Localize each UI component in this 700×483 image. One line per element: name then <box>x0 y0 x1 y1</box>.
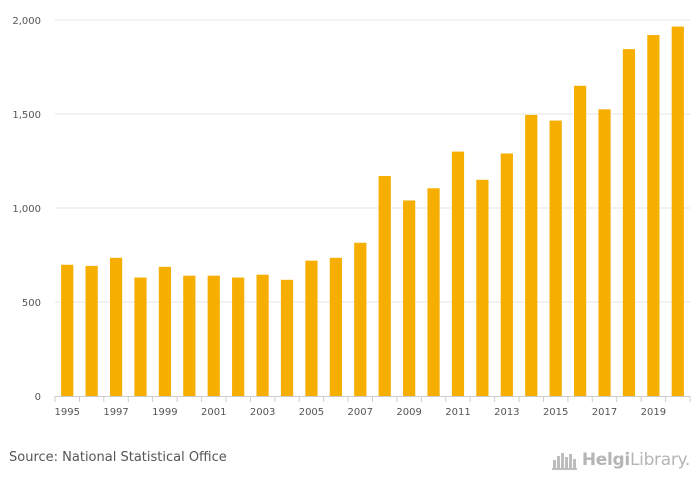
bar <box>598 109 611 397</box>
x-tick-label: 2001 <box>201 407 226 418</box>
bar <box>378 176 391 396</box>
helgi-library-logo[interactable]: HelgiLibrary. <box>551 448 690 472</box>
y-tick-label: 500 <box>22 298 41 309</box>
bar <box>207 275 220 396</box>
bar <box>354 242 367 396</box>
x-tick-label: 2007 <box>348 407 373 418</box>
bar <box>403 200 416 396</box>
bar <box>451 151 465 396</box>
x-tick-label: 2009 <box>396 407 421 418</box>
x-tick-label: 1997 <box>103 407 128 418</box>
bar <box>183 275 196 396</box>
y-tick-label: 1,000 <box>12 204 41 215</box>
bar <box>622 49 636 396</box>
bar <box>329 257 342 396</box>
x-tick-label: 2003 <box>250 407 275 418</box>
bar <box>305 260 318 396</box>
bar <box>109 257 123 396</box>
chart-footer: Source: National Statistical Office Helg… <box>0 438 700 483</box>
x-tick-label: 2013 <box>494 407 519 418</box>
x-tick-label: 1999 <box>152 407 177 418</box>
y-tick-label: 2,000 <box>12 16 41 27</box>
bar <box>500 153 513 396</box>
bar <box>476 179 489 396</box>
x-tick-label: 2005 <box>299 407 324 418</box>
city-skyline-icon <box>551 453 577 470</box>
bar <box>85 265 98 396</box>
x-tick-label: 2015 <box>543 407 568 418</box>
bar <box>671 26 684 397</box>
bar-chart: 0 500 1,000 1,500 2,000 1995 1997 1999 2001 2003 2… <box>12 16 691 418</box>
y-tick-label: 1,500 <box>12 110 41 121</box>
bar <box>134 277 147 396</box>
x-tick-label: 2017 <box>592 407 617 418</box>
bar <box>549 120 562 396</box>
x-tick-label: 2019 <box>641 407 666 418</box>
bar <box>280 279 294 396</box>
bar <box>573 85 587 397</box>
bar <box>256 274 269 396</box>
x-tick-label: 2011 <box>445 407 470 418</box>
brand-name-main: Helgi <box>581 450 630 470</box>
bar <box>232 277 245 396</box>
bar <box>647 35 660 396</box>
y-tick-label: 0 <box>35 392 41 403</box>
bar <box>427 188 440 396</box>
bar <box>158 266 172 396</box>
source-note: Source: National Statistical Office <box>9 450 227 465</box>
brand-name: HelgiLibrary. <box>582 450 690 470</box>
bar <box>525 114 538 396</box>
x-tick-label: 1995 <box>54 407 79 418</box>
bar <box>61 264 74 396</box>
brand-name-suffix: Library. <box>629 450 690 470</box>
